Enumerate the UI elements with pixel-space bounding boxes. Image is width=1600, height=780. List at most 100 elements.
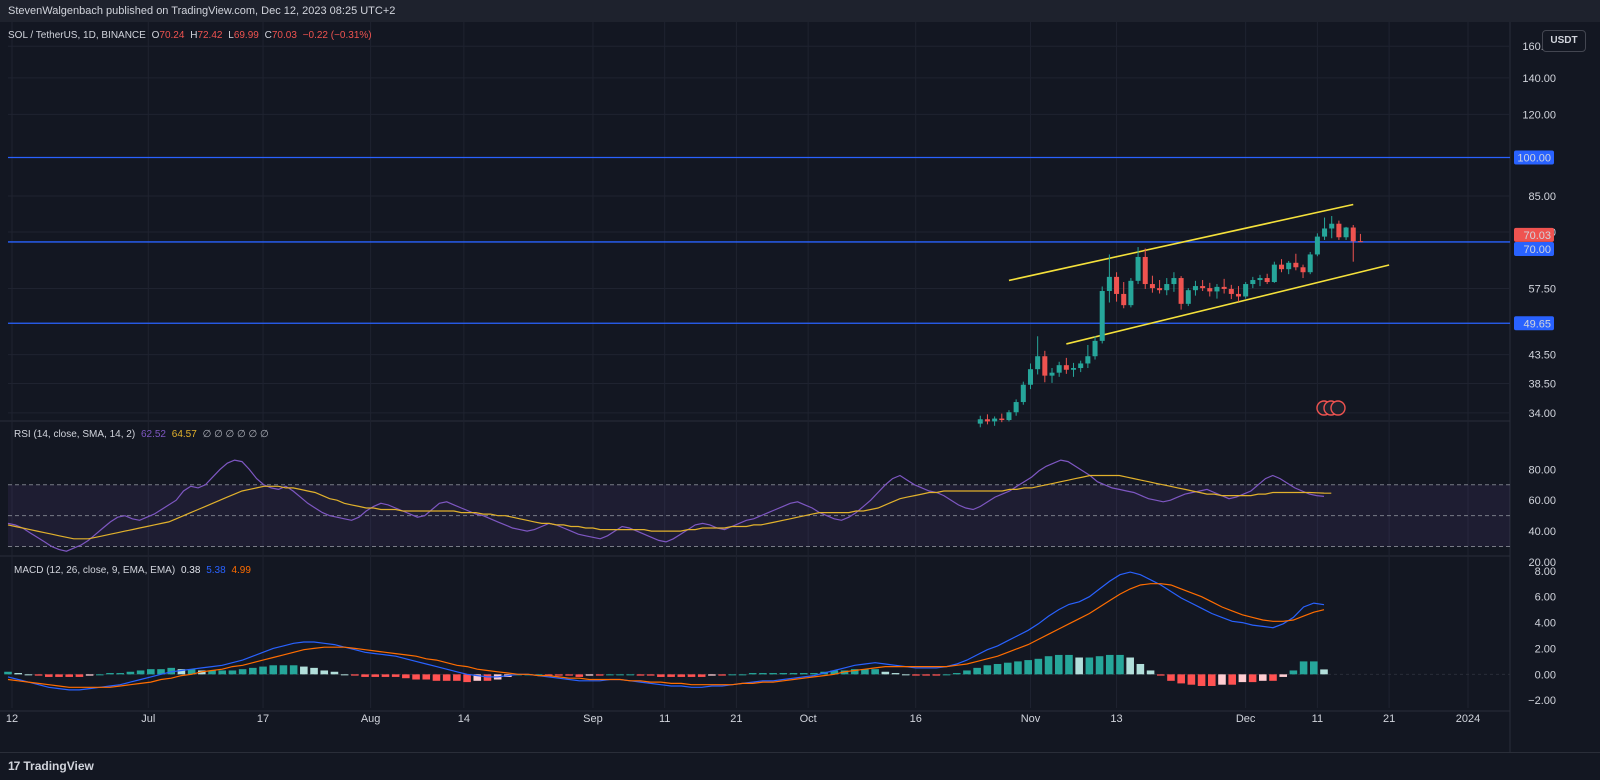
tv-logo-text: TradingView bbox=[23, 759, 94, 773]
macd-hist-bar bbox=[769, 673, 777, 675]
candle bbox=[1243, 282, 1249, 299]
tradingview-logo[interactable]: 17 TradingView bbox=[8, 759, 94, 773]
candle bbox=[1085, 344, 1091, 369]
candle-body bbox=[1142, 256, 1148, 285]
candle-body bbox=[1293, 262, 1299, 268]
macd-hist-bar bbox=[483, 674, 492, 681]
macd-hist-bar bbox=[45, 674, 53, 677]
candle bbox=[1035, 336, 1041, 375]
macd-hist-bar bbox=[891, 673, 900, 675]
candle bbox=[1171, 272, 1177, 292]
rsi-ma-value: 64.57 bbox=[171, 429, 197, 440]
macd-hist-bar bbox=[463, 674, 471, 683]
macd-hist-bar bbox=[1024, 660, 1032, 675]
candle bbox=[1264, 273, 1270, 285]
candle-body bbox=[1085, 356, 1091, 364]
macd-hist-bar bbox=[759, 673, 767, 675]
macd-hist-bar bbox=[697, 674, 706, 677]
macd-hist-bar bbox=[442, 674, 451, 681]
macd-hist-bar bbox=[1238, 674, 1247, 683]
macd-hist-bar bbox=[320, 670, 329, 675]
macd-hist-bar bbox=[371, 674, 380, 677]
rsi-tick-label: 20.00 bbox=[1528, 557, 1556, 569]
macd-hist-bar bbox=[983, 665, 992, 675]
candle-body bbox=[1257, 278, 1263, 281]
price-tick-label: 34.00 bbox=[1528, 408, 1556, 420]
candle bbox=[1042, 350, 1048, 383]
macd-hist-bar bbox=[1279, 674, 1287, 677]
macd-hist-bar bbox=[412, 674, 420, 680]
candle-body bbox=[1235, 293, 1241, 297]
candle-body bbox=[977, 419, 983, 424]
candle bbox=[1157, 280, 1163, 294]
macd-hist-bar bbox=[544, 674, 553, 676]
candle bbox=[1350, 224, 1356, 262]
macd-hist-bar bbox=[922, 674, 930, 676]
candle-body bbox=[1006, 412, 1012, 420]
macd-hist-bar bbox=[361, 674, 369, 677]
macd-hist-bar bbox=[177, 669, 186, 675]
chart-background bbox=[0, 22, 1600, 752]
open-value: O70.24 bbox=[151, 30, 185, 41]
chart-canvas[interactable]: 160.00140.00120.0085.0073.0057.5043.5038… bbox=[0, 22, 1600, 752]
macd-hist-bar bbox=[1075, 657, 1083, 675]
macd-hist-bar bbox=[14, 673, 22, 675]
macd-value: 5.38 bbox=[206, 565, 226, 576]
candle-body bbox=[984, 419, 990, 422]
macd-hist-bar bbox=[116, 673, 125, 675]
candle-body bbox=[1049, 372, 1055, 376]
macd-hist-bar bbox=[238, 669, 247, 675]
candle bbox=[1164, 278, 1170, 296]
time-tick-label: 11 bbox=[659, 713, 670, 725]
macd-hist-bar bbox=[1034, 658, 1043, 675]
price-tick-label: 38.50 bbox=[1528, 379, 1556, 391]
candle-body bbox=[1207, 288, 1213, 292]
candle-body bbox=[1264, 278, 1270, 283]
macd-hist-bar bbox=[453, 674, 461, 681]
macd-tick-label: 2.00 bbox=[1535, 643, 1556, 655]
candle bbox=[1322, 217, 1328, 240]
candle bbox=[1142, 248, 1148, 289]
currency-button[interactable]: USDT bbox=[1542, 30, 1586, 52]
macd-hist-bar bbox=[300, 666, 308, 675]
candle-body bbox=[1099, 291, 1105, 341]
rsi-line bbox=[7, 459, 1325, 552]
candle-body bbox=[1250, 280, 1256, 285]
macd-label: MACD (12, 26, close, 9, EMA, EMA) bbox=[14, 565, 176, 576]
publisher-text: StevenWalgenbach published on TradingVie… bbox=[8, 5, 396, 17]
macd-legend: MACD (12, 26, close, 9, EMA, EMA) 0.38 5… bbox=[14, 565, 254, 576]
macd-hist-bar bbox=[657, 674, 665, 677]
candle-body bbox=[1171, 278, 1177, 285]
macd-hist-bar bbox=[65, 674, 74, 677]
macd-hist-bar bbox=[228, 670, 237, 675]
candle bbox=[1279, 259, 1285, 273]
macd-hist-bar bbox=[55, 674, 63, 677]
macd-hist-bar bbox=[136, 670, 145, 675]
macd-hist-bar bbox=[34, 674, 43, 676]
macd-hist-bar bbox=[1003, 662, 1012, 675]
candle-body bbox=[1042, 356, 1048, 376]
macd-hist-bar bbox=[912, 674, 920, 676]
macd-hist-bar bbox=[1187, 674, 1196, 685]
symbol-label: SOL / TetherUS, 1D, BINANCE bbox=[8, 30, 146, 41]
macd-hist-bar bbox=[606, 674, 614, 676]
time-tick-label: Jul bbox=[141, 713, 155, 725]
level-label: 49.65 bbox=[1523, 318, 1551, 330]
level-label: 100.00 bbox=[1517, 153, 1551, 165]
macd-hist-bar bbox=[1044, 656, 1053, 675]
macd-hist-bar bbox=[810, 673, 818, 675]
candle-body bbox=[1121, 293, 1127, 306]
macd-hist-bar bbox=[646, 674, 655, 676]
time-tick-label: 17 bbox=[257, 713, 269, 725]
price-legend: SOL / TetherUS, 1D, BINANCE O70.24 H72.4… bbox=[8, 30, 375, 41]
candle bbox=[1121, 282, 1127, 309]
candle-body bbox=[1128, 280, 1134, 306]
macd-hist-bar bbox=[626, 674, 635, 676]
candle-body bbox=[1357, 241, 1363, 243]
macd-hist-bar bbox=[861, 669, 869, 675]
candle-body bbox=[1078, 363, 1084, 369]
macd-hist-bar bbox=[1095, 656, 1104, 675]
candle bbox=[1063, 357, 1069, 374]
macd-hist-bar bbox=[677, 674, 686, 677]
macd-hist-bar bbox=[616, 674, 624, 676]
